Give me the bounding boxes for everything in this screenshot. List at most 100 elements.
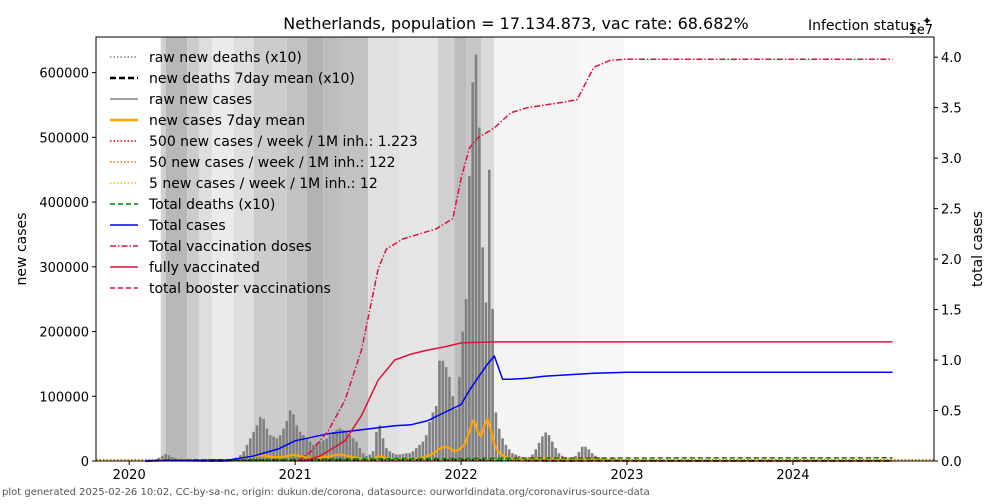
right-axis-offset: 1e7 (908, 23, 933, 38)
case-bar (375, 431, 378, 461)
case-bar (481, 247, 484, 461)
y-left-tick-label: 100000 (39, 390, 89, 405)
bars-layer (154, 54, 624, 462)
case-bar (421, 441, 425, 461)
case-bar (167, 455, 171, 461)
case-bar (434, 405, 438, 461)
case-bar (255, 425, 259, 461)
background-period (399, 37, 438, 461)
y-axis-left-label: new cases (14, 213, 30, 286)
case-bar (325, 438, 328, 461)
background-period (198, 37, 213, 461)
case-bar (305, 438, 309, 461)
x-tick-label: 2021 (279, 468, 312, 483)
y-left-tick-label: 600000 (39, 67, 89, 82)
case-bar (351, 438, 355, 461)
case-bar (401, 453, 405, 461)
y-axis-right-label: total cases (970, 211, 986, 287)
case-bar (258, 416, 262, 461)
background-period (580, 37, 624, 461)
series-line (297, 58, 893, 462)
case-bar (580, 446, 584, 461)
case-bar (454, 409, 458, 461)
background-period (160, 37, 166, 461)
case-bar (348, 435, 352, 461)
legend-label: Total vaccination doses (148, 239, 312, 255)
case-bar (554, 448, 557, 461)
case-bar (497, 428, 501, 461)
y-right-tick-label: 0.5 (941, 405, 962, 420)
background-period (339, 37, 369, 461)
case-bar (171, 457, 174, 461)
legend: raw new deaths (x10) new deaths 7day mean… (110, 50, 418, 297)
case-bar (249, 438, 252, 461)
case-bar (338, 428, 342, 461)
case-bar (590, 453, 594, 461)
background-period (480, 37, 495, 461)
legend-label: new deaths 7day mean (x10) (149, 71, 355, 87)
background-period (494, 37, 581, 461)
case-bar (315, 442, 319, 461)
lines-layer (96, 58, 934, 463)
background-period (323, 37, 340, 461)
background-period (368, 37, 400, 461)
case-bar (288, 410, 292, 461)
y-right-tick-label: 0.0 (941, 455, 962, 470)
legend-label: total booster vaccinations (149, 281, 331, 297)
background-period (437, 37, 455, 461)
y-left-tick-label: 500000 (39, 131, 89, 146)
case-bar (371, 451, 375, 461)
background-period (253, 37, 287, 461)
case-bar (577, 451, 581, 461)
y-right-tick-label: 3.5 (941, 102, 962, 117)
case-bar (587, 449, 591, 461)
case-bar (252, 431, 255, 461)
legend-label: raw new deaths (x10) (149, 50, 302, 66)
case-bar (395, 454, 398, 461)
case-bar (318, 441, 322, 461)
axes-layer: 2020 2021 2022 2023 2024 0 100000 200000 300000 4… (39, 51, 961, 483)
y-right-tick-label: 2.0 (941, 253, 962, 268)
case-bar (268, 435, 272, 461)
case-bar (551, 441, 554, 461)
case-bar (444, 367, 448, 461)
case-bar (298, 431, 302, 461)
x-tick-label: 2023 (610, 468, 643, 483)
case-bar (414, 448, 418, 461)
case-bar (484, 302, 488, 461)
case-bar (292, 414, 295, 461)
y-left-tick-label: 400000 (39, 196, 89, 211)
case-bar (388, 451, 392, 461)
case-bar (164, 453, 167, 461)
case-bar (358, 448, 362, 461)
case-bar (534, 449, 538, 461)
y-left-tick-label: 200000 (39, 326, 89, 341)
case-bar (424, 435, 428, 461)
case-bar (385, 448, 388, 461)
background-period (233, 37, 254, 461)
legend-label: 50 new cases / week / 1M inh.: 122 (149, 155, 396, 171)
case-bar (584, 446, 587, 461)
y-right-tick-label: 4.0 (941, 51, 962, 66)
case-bar (458, 376, 461, 461)
case-bar (507, 449, 511, 461)
case-bar (312, 444, 315, 461)
case-bar (464, 299, 468, 461)
chart-title: Netherlands, population = 17.134.873, va… (283, 14, 749, 33)
case-bar (408, 453, 411, 461)
background-period (286, 37, 307, 461)
y-right-tick-label: 2.5 (941, 203, 962, 218)
case-bar (547, 435, 551, 461)
series-line (303, 341, 893, 462)
legend-label: Total deaths (x10) (148, 197, 275, 213)
case-bar (504, 444, 508, 461)
case-bar (391, 453, 395, 461)
case-bar (494, 412, 498, 461)
case-bar (451, 396, 455, 461)
infection-status-icon: ✦ (922, 14, 932, 28)
case-bar (265, 428, 269, 461)
legend-label: 5 new cases / week / 1M inh.: 12 (149, 176, 378, 192)
case-bar (381, 438, 385, 461)
case-bar (461, 331, 465, 461)
